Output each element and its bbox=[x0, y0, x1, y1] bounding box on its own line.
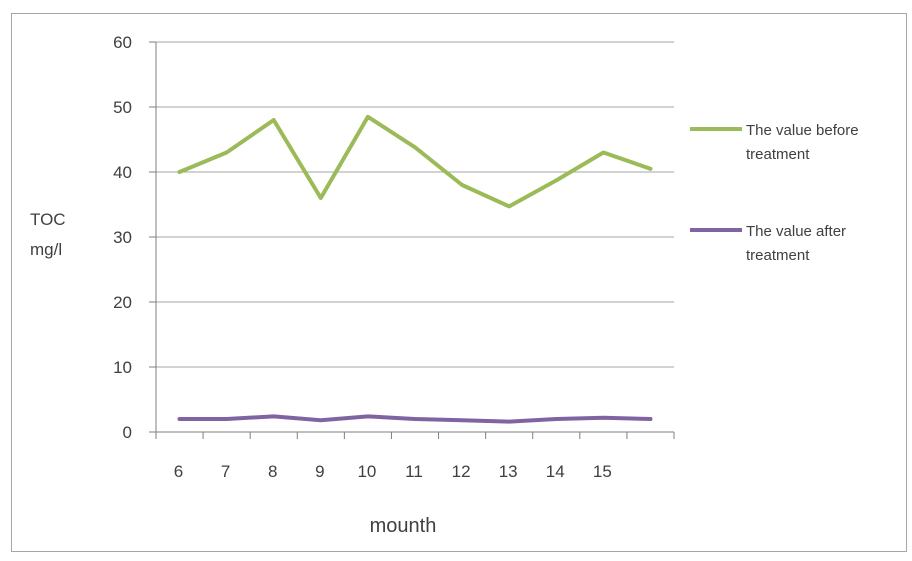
x-tick-label: 7 bbox=[221, 462, 230, 481]
y-tick-label: 50 bbox=[113, 98, 132, 117]
x-tick-label: 11 bbox=[405, 462, 423, 481]
legend-label-1: treatment bbox=[746, 146, 810, 163]
x-tick-label: 8 bbox=[268, 462, 277, 481]
y-axis-label-line1: TOC bbox=[30, 210, 66, 229]
x-tick-label: 15 bbox=[593, 462, 612, 481]
y-tick-label: 0 bbox=[123, 423, 132, 442]
x-tick-label: 13 bbox=[499, 462, 518, 481]
legend-label-2: The value after bbox=[746, 223, 846, 240]
x-tick-label: 6 bbox=[174, 462, 183, 481]
x-tick-label: 9 bbox=[315, 462, 324, 481]
legend-label-2: treatment bbox=[746, 247, 810, 264]
y-tick-label: 20 bbox=[113, 293, 132, 312]
y-tick-label: 30 bbox=[113, 228, 132, 247]
y-axis-label-line2: mg/l bbox=[30, 240, 62, 259]
x-tick-label: 10 bbox=[357, 462, 376, 481]
legend-label-1: The value before bbox=[746, 122, 859, 139]
x-axis-label: mounth bbox=[370, 515, 437, 537]
chart-border bbox=[11, 13, 907, 552]
series-line-1 bbox=[177, 114, 653, 209]
x-tick-label: 14 bbox=[546, 462, 565, 481]
y-tick-label: 10 bbox=[113, 358, 132, 377]
y-tick-label: 60 bbox=[113, 33, 132, 52]
x-tick-label: 12 bbox=[452, 462, 471, 481]
series-line-2 bbox=[177, 414, 653, 424]
y-tick-label: 40 bbox=[113, 163, 132, 182]
